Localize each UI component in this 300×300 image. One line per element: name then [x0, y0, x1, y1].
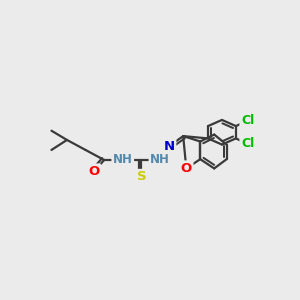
- Text: NH: NH: [150, 154, 170, 166]
- Text: Cl: Cl: [241, 137, 254, 150]
- Text: S: S: [136, 170, 146, 183]
- Text: O: O: [88, 165, 100, 178]
- Text: NH: NH: [113, 154, 133, 166]
- Text: Cl: Cl: [241, 114, 254, 127]
- Text: O: O: [181, 162, 192, 175]
- Text: N: N: [164, 140, 175, 153]
